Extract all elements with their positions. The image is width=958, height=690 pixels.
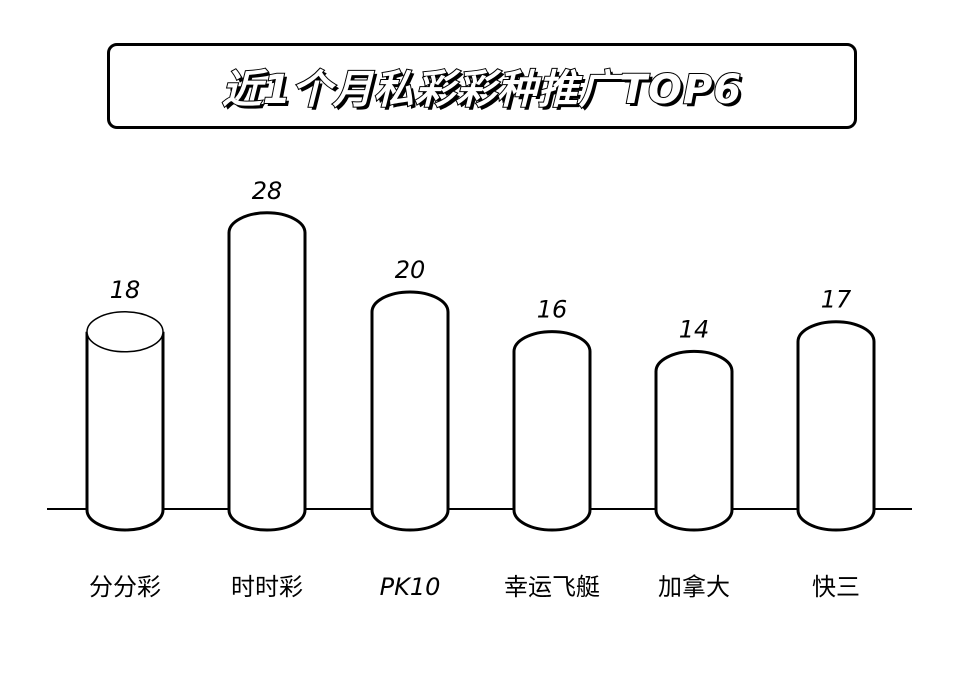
- bar-value-label: 20: [395, 256, 426, 284]
- category-label: 时时彩: [231, 573, 303, 601]
- category-label: 分分彩: [89, 573, 161, 601]
- category-label: 快三: [812, 573, 860, 601]
- bar-cap-mask: [515, 351, 589, 374]
- category-label: 加拿大: [658, 573, 730, 601]
- bar-body: [370, 312, 450, 532]
- bar-cylinder: [654, 349, 734, 532]
- bar-value-label: 17: [821, 286, 852, 314]
- bar-cylinder: [227, 211, 307, 532]
- bar-value-label: 14: [679, 315, 710, 343]
- bar-cylinder: [370, 290, 450, 532]
- bar-cap-mask: [799, 341, 873, 364]
- bar-value-label: 28: [252, 177, 283, 205]
- chart-title-box: 近1个月私彩彩种推广TOP6: [107, 43, 857, 129]
- bar-value-label: 16: [537, 296, 568, 324]
- bar-body: [512, 351, 592, 532]
- category-label: 幸运飞艇: [504, 573, 600, 601]
- bar-cylinder: [796, 320, 876, 532]
- bars-group: [85, 211, 876, 532]
- bar-value-label: 18: [110, 276, 141, 304]
- bar-body: [227, 232, 307, 532]
- bar-body: [796, 341, 876, 532]
- bar-cap-mask: [373, 312, 447, 334]
- value-labels-group: 18 28 20 16 14 17: [110, 177, 852, 344]
- chart-title: 近1个月私彩彩种推广TOP6: [221, 66, 743, 114]
- bar-body: [654, 371, 734, 532]
- category-label: PK10: [380, 573, 441, 601]
- bar-body: [85, 331, 165, 532]
- category-labels-group: 分分彩 时时彩 PK10 幸运飞艇 加拿大 快三: [89, 573, 860, 601]
- bar-cylinder: [85, 311, 165, 532]
- bar-cylinder: [512, 330, 592, 532]
- bar-cap-mask: [230, 232, 304, 255]
- bar-top-cap: [86, 311, 164, 353]
- bar-cap-mask: [657, 371, 731, 394]
